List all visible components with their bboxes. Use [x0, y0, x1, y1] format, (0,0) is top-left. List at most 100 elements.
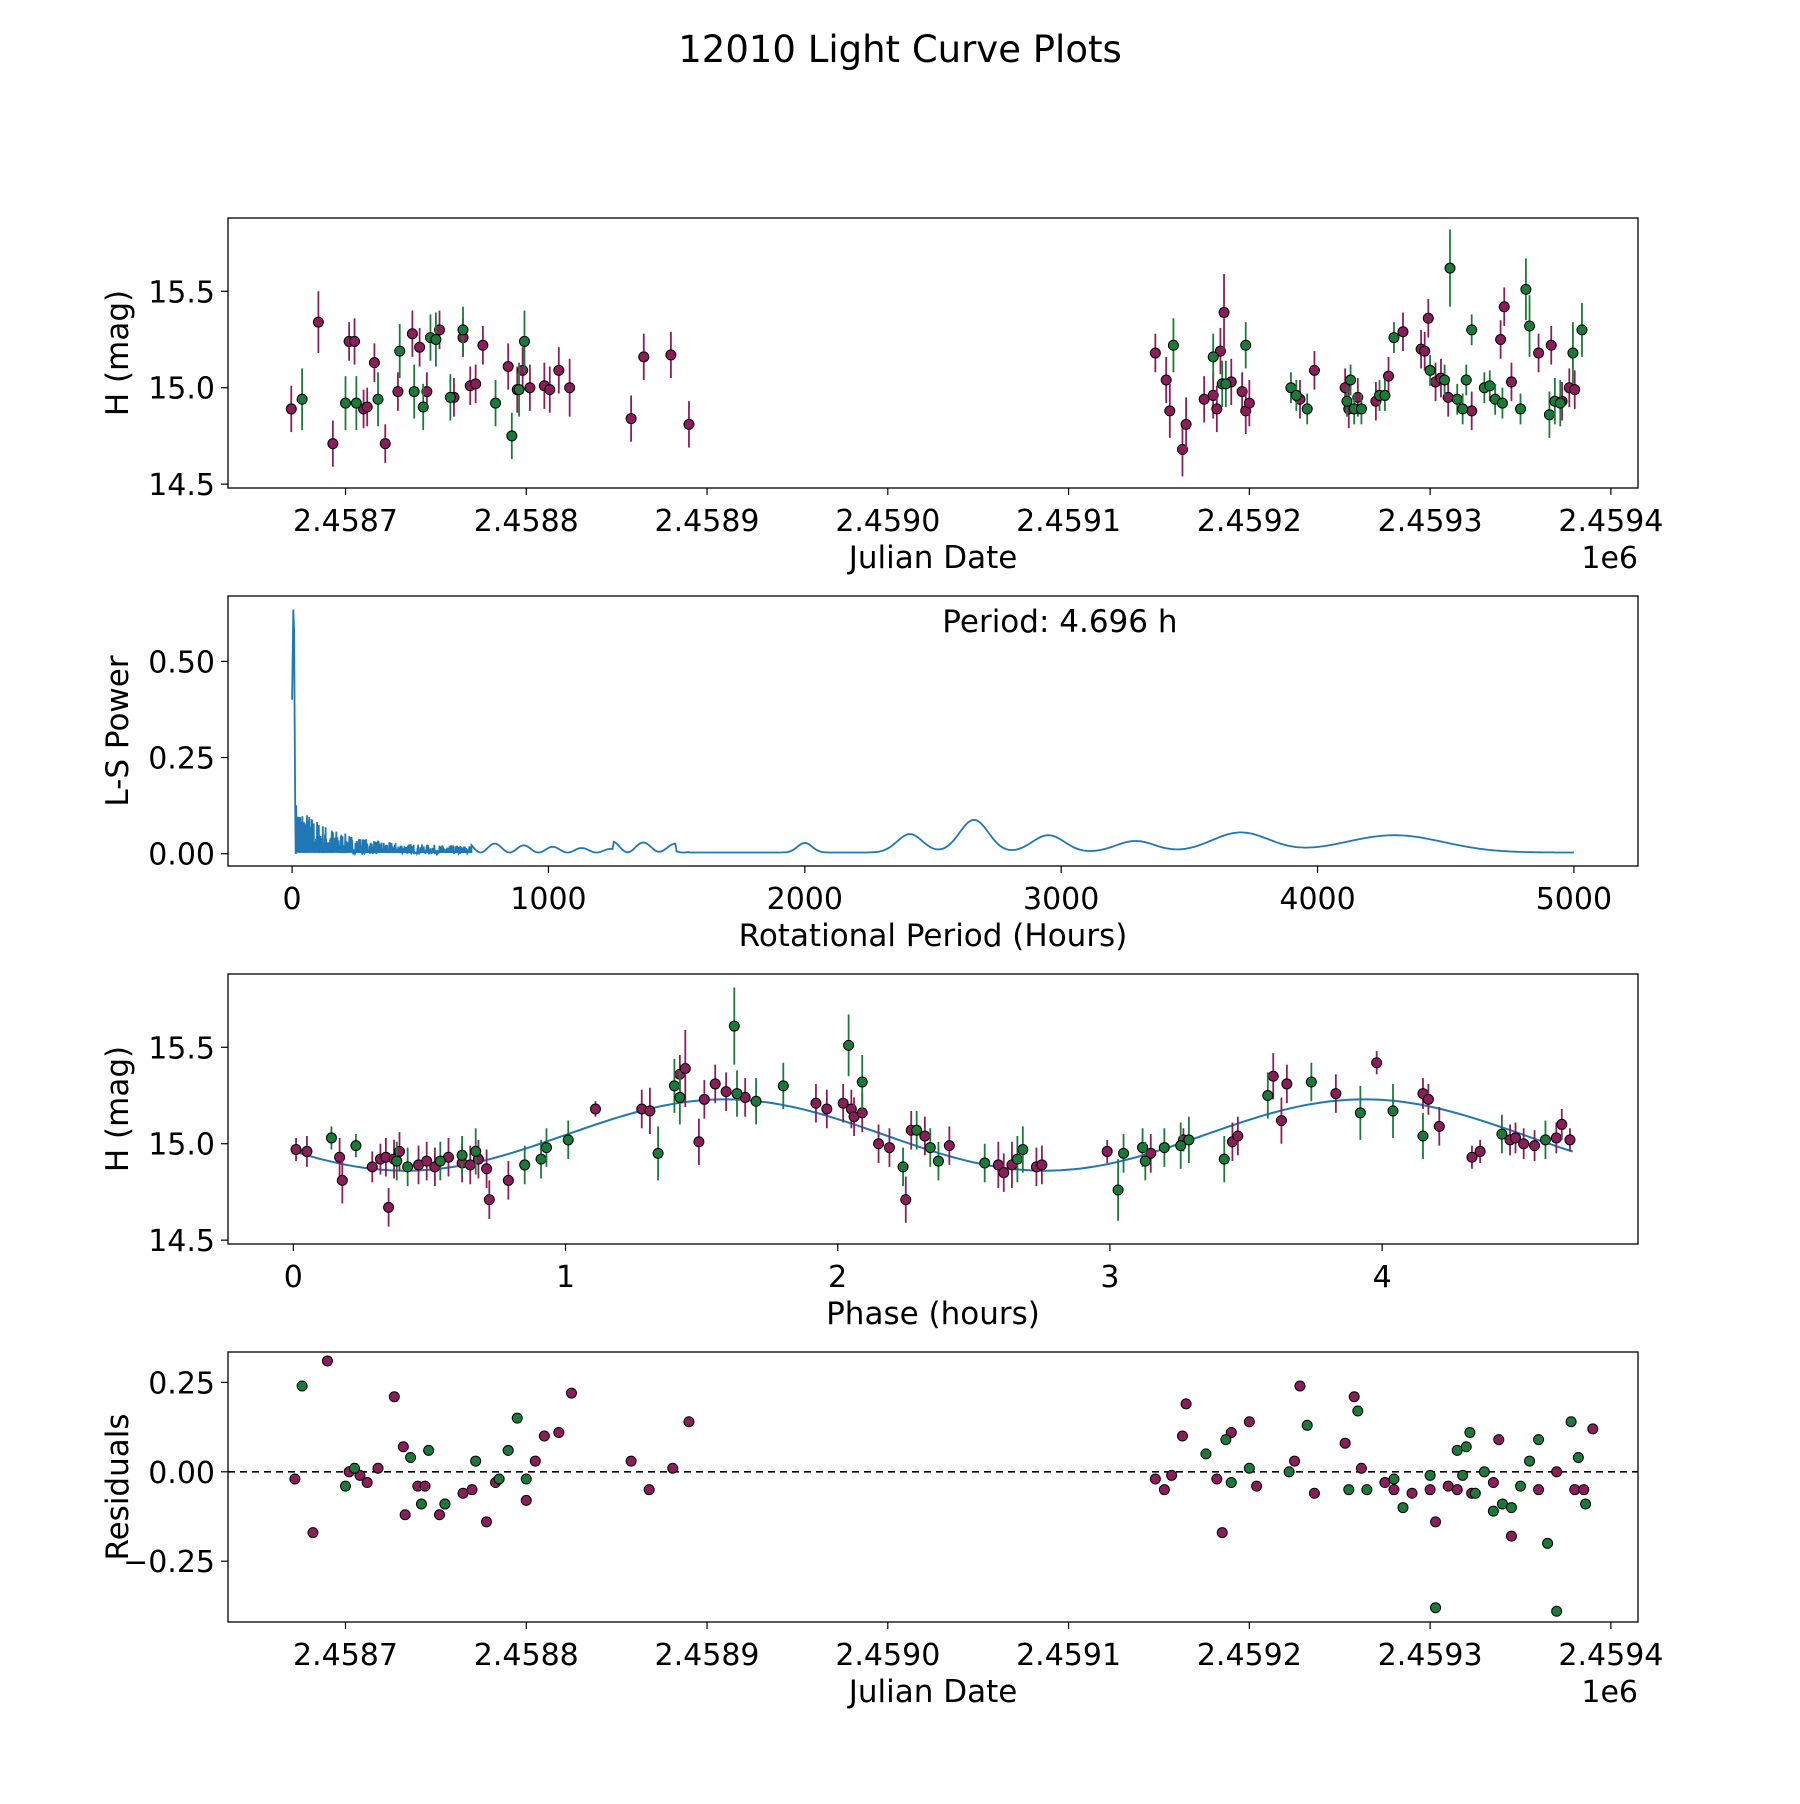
- data-point: [1564, 1134, 1576, 1146]
- data-point: [924, 1142, 936, 1154]
- data-point: [1515, 1480, 1526, 1492]
- data-point: [1460, 374, 1472, 386]
- data-point: [643, 1484, 655, 1496]
- data-point: [1036, 1159, 1048, 1171]
- data-point: [1301, 1419, 1313, 1431]
- periodogram-line: [291, 609, 1574, 857]
- data-point: [1207, 389, 1219, 401]
- data-point: [1371, 1057, 1383, 1069]
- data-point: [1101, 1145, 1113, 1157]
- data-point: [383, 1201, 395, 1213]
- data-point: [423, 1444, 435, 1456]
- x-tick-label: 0: [284, 1260, 303, 1295]
- data-point: [285, 403, 297, 415]
- data-point: [421, 1155, 433, 1167]
- data-point: [1220, 378, 1232, 390]
- plot-frame: [227, 217, 1639, 489]
- x-tick-label: 5000: [1536, 882, 1612, 917]
- data-point: [1518, 1138, 1530, 1150]
- plot-frame: [227, 1351, 1639, 1623]
- data-point: [1352, 1405, 1364, 1417]
- data-point: [1551, 1466, 1563, 1478]
- data-point: [1361, 1484, 1373, 1496]
- data-point: [456, 1149, 468, 1161]
- data-point: [1474, 1145, 1486, 1157]
- x-tick-label: 2.4592: [1197, 1638, 1302, 1673]
- y-tick-label: −0.25: [123, 1545, 215, 1580]
- y-tick-label: 0.25: [148, 1366, 215, 1401]
- data-point: [1569, 1484, 1581, 1496]
- period-annotation: Period: 4.696 h: [942, 604, 1177, 640]
- data-point: [399, 1509, 411, 1521]
- data-point: [1587, 1423, 1599, 1435]
- data-point: [1424, 1484, 1436, 1496]
- y-tick-label: 0.00: [148, 838, 215, 873]
- data-point: [1211, 403, 1223, 415]
- data-point: [361, 1477, 373, 1489]
- data-point: [665, 349, 677, 361]
- x-tick-label: 2.4589: [655, 1638, 760, 1673]
- y-tick-label: 15.5: [148, 1031, 215, 1066]
- data-point: [1175, 1140, 1187, 1152]
- data-point: [979, 1157, 991, 1169]
- y-axis-label: H (mag): [100, 1046, 136, 1172]
- data-point: [1498, 301, 1510, 313]
- data-point: [1505, 1530, 1517, 1542]
- y-axis-label: L-S Power: [100, 655, 136, 806]
- data-point: [1267, 1070, 1279, 1082]
- data-point: [652, 1147, 664, 1159]
- plot-area: [291, 609, 1574, 857]
- data-point: [289, 1473, 301, 1485]
- data-point: [1236, 386, 1248, 398]
- data-point: [388, 1391, 400, 1403]
- chart-2: 0 1000 2000 3000 4000 5000 0.00 0.25 0.50 Rotatio…: [100, 595, 1639, 954]
- data-point: [1218, 307, 1230, 318]
- data-point: [361, 401, 373, 413]
- data-point: [932, 1155, 944, 1167]
- data-point: [481, 1163, 493, 1175]
- x-tick-label: 4000: [1279, 882, 1355, 917]
- data-point: [1220, 1434, 1232, 1446]
- data-point: [421, 386, 433, 398]
- data-point: [457, 1487, 469, 1499]
- x-tick-label: 2.4588: [474, 504, 579, 539]
- data-point: [564, 382, 576, 394]
- x-axis-label: Rotational Period (Hours): [739, 918, 1128, 954]
- data-point: [1354, 1107, 1366, 1119]
- data-point: [1533, 1434, 1545, 1446]
- plot-frame: [227, 973, 1639, 1245]
- x-tick-label: 1000: [510, 882, 586, 917]
- data-point: [1149, 1473, 1161, 1485]
- data-point: [709, 1078, 721, 1090]
- data-point: [392, 386, 404, 398]
- data-point: [457, 324, 469, 336]
- x-tick-label: 2.4588: [474, 1638, 579, 1673]
- data-point: [340, 1480, 351, 1492]
- x-tick-label: 2.4593: [1378, 504, 1483, 539]
- data-point: [1424, 1469, 1436, 1481]
- data-point: [1275, 1115, 1287, 1127]
- data-point: [1576, 324, 1588, 336]
- data-point: [544, 384, 556, 396]
- data-point: [483, 1194, 495, 1206]
- data-point: [493, 1473, 505, 1485]
- data-point: [1419, 345, 1431, 357]
- data-point: [349, 1462, 361, 1474]
- data-point: [1484, 380, 1496, 392]
- data-point: [1496, 397, 1508, 409]
- data-point: [1430, 1516, 1442, 1528]
- data-point: [1149, 347, 1161, 359]
- data-point: [372, 1462, 384, 1474]
- data-point: [307, 1527, 319, 1539]
- data-point: [321, 1355, 333, 1367]
- plot-area: [228, 1355, 1638, 1617]
- y-axis-label: H (mag): [100, 290, 136, 416]
- data-point: [1339, 1437, 1351, 1449]
- data-point: [625, 1455, 637, 1467]
- data-point: [777, 1080, 789, 1092]
- x-tick-label: 2.4591: [1016, 1638, 1121, 1673]
- data-point: [553, 364, 565, 376]
- y-tick-label: 15.0: [148, 1128, 215, 1163]
- data-point: [821, 1103, 833, 1115]
- data-point: [1487, 1505, 1499, 1517]
